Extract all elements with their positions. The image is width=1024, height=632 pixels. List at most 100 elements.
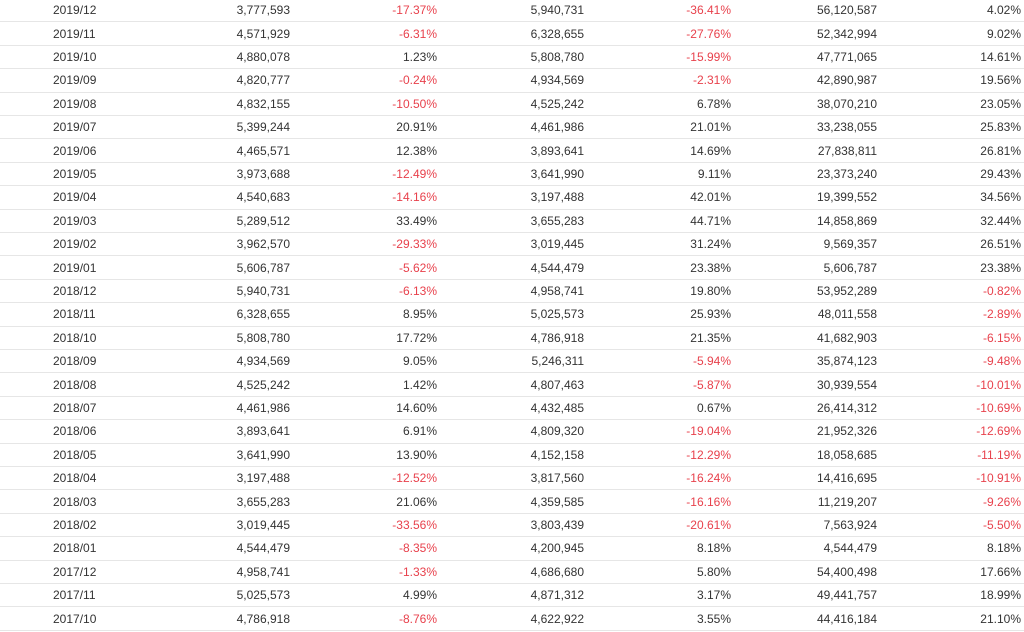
total-cell: 7,563,924 xyxy=(823,517,877,532)
total-cell: 5,606,787 xyxy=(823,260,877,275)
change-cell: 31.24% xyxy=(690,237,731,252)
table-row: 2018/07 4,461,986 14.60% 4,432,485 0.67% 26,4… xyxy=(0,397,1024,421)
total-cell: 9,569,357 xyxy=(823,237,877,252)
value-cell: 3,655,283 xyxy=(530,213,584,228)
table-row: 2019/06 4,465,571 12.38% 3,893,641 14.69% 27,… xyxy=(0,139,1024,163)
table-row: 2019/08 4,832,155 -10.50% 4,525,242 6.78% 38,… xyxy=(0,93,1024,116)
change-cell: -9.48% xyxy=(982,354,1021,369)
total-cell: 52,342,994 xyxy=(816,26,877,41)
value-cell: 4,544,479 xyxy=(236,541,290,556)
month-cell: 2017/11 xyxy=(53,588,96,603)
change-cell: 29.43% xyxy=(980,166,1021,181)
value-cell: 4,786,918 xyxy=(530,330,584,345)
change-cell: 6.78% xyxy=(696,96,731,111)
value-cell: 5,808,780 xyxy=(236,330,290,345)
change-cell: -8.76% xyxy=(398,611,437,626)
change-cell: -12.69% xyxy=(976,424,1021,439)
change-cell: -29.33% xyxy=(392,237,437,252)
value-cell: 4,525,242 xyxy=(236,377,290,392)
value-cell: 4,571,929 xyxy=(236,26,290,41)
change-cell: 3.17% xyxy=(696,588,731,603)
table-row: 2018/10 5,808,780 17.72% 4,786,918 21.35% 41,… xyxy=(0,327,1024,350)
change-cell: -2.31% xyxy=(692,73,731,88)
table-row: 2018/06 3,893,641 6.91% 4,809,320 -19.04% 21,… xyxy=(0,420,1024,444)
value-cell: 3,803,439 xyxy=(530,517,584,532)
change-cell: -6.13% xyxy=(398,283,437,298)
value-cell: 4,807,463 xyxy=(530,377,584,392)
table-row: 2017/11 5,025,573 4.99% 4,871,312 3.17% 49,44… xyxy=(0,584,1024,608)
change-cell: 20.91% xyxy=(396,120,437,135)
table-row: 2018/09 4,934,569 9.05% 5,246,311 -5.94% 35,8… xyxy=(0,350,1024,374)
table-row: 2018/08 4,525,242 1.42% 4,807,463 -5.87% 30,9… xyxy=(0,373,1024,397)
change-cell: 17.72% xyxy=(396,330,437,345)
change-cell: -10.91% xyxy=(976,471,1021,486)
value-cell: 3,197,488 xyxy=(530,190,584,205)
change-cell: -12.49% xyxy=(392,166,437,181)
month-cell: 2019/12 xyxy=(53,3,97,18)
change-cell: 8.18% xyxy=(986,541,1021,556)
change-cell: -0.82% xyxy=(982,283,1021,298)
month-cell: 2018/07 xyxy=(53,400,97,415)
month-cell: 2019/02 xyxy=(53,237,97,252)
month-cell: 2018/01 xyxy=(53,541,97,556)
total-cell: 30,939,554 xyxy=(816,377,877,392)
value-cell: 3,893,641 xyxy=(530,143,584,158)
value-cell: 4,871,312 xyxy=(530,588,584,603)
change-cell: -8.35% xyxy=(398,541,437,556)
change-cell: -12.52% xyxy=(392,471,437,486)
total-cell: 49,441,757 xyxy=(816,588,877,603)
change-cell: -9.26% xyxy=(982,494,1021,509)
change-cell: -0.24% xyxy=(398,73,437,88)
value-cell: 5,940,731 xyxy=(530,3,584,18)
month-cell: 2019/05 xyxy=(53,166,97,181)
value-cell: 4,809,320 xyxy=(530,424,584,439)
month-cell: 2018/08 xyxy=(53,377,97,392)
value-cell: 4,359,585 xyxy=(530,494,584,509)
month-cell: 2019/10 xyxy=(53,49,97,64)
value-cell: 3,777,593 xyxy=(236,3,290,18)
value-cell: 4,525,242 xyxy=(530,96,584,111)
table-row: 2017/12 4,958,741 -1.33% 4,686,680 5.80% 54,4… xyxy=(0,561,1024,584)
value-cell: 5,399,244 xyxy=(236,120,290,135)
total-cell: 18,058,685 xyxy=(816,447,877,462)
value-cell: 3,197,488 xyxy=(236,471,290,486)
change-cell: -19.04% xyxy=(686,424,731,439)
change-cell: -5.94% xyxy=(692,354,731,369)
value-cell: 3,641,990 xyxy=(530,166,584,181)
value-cell: 5,246,311 xyxy=(531,354,585,369)
value-cell: 5,606,787 xyxy=(236,260,290,275)
change-cell: 13.90% xyxy=(396,447,437,462)
total-cell: 35,874,123 xyxy=(816,354,877,369)
month-cell: 2019/04 xyxy=(53,190,97,205)
table-row: 2019/09 4,820,777 -0.24% 4,934,569 -2.31% 42,… xyxy=(0,69,1024,93)
change-cell: 21.10% xyxy=(980,611,1021,626)
change-cell: 19.80% xyxy=(690,283,731,298)
table-row: 2019/11 4,571,929 -6.31% 6,328,655 -27.76% 52… xyxy=(0,22,1024,46)
change-cell: 23.38% xyxy=(980,260,1021,275)
month-cell: 2018/09 xyxy=(53,354,97,369)
total-cell: 23,373,240 xyxy=(816,166,877,181)
total-cell: 54,400,498 xyxy=(816,564,877,579)
value-cell: 3,655,283 xyxy=(236,494,290,509)
change-cell: 14.69% xyxy=(690,143,731,158)
table-row: 2018/03 3,655,283 21.06% 4,359,585 -16.16% 11… xyxy=(0,490,1024,514)
value-cell: 4,540,683 xyxy=(236,190,290,205)
change-cell: 32.44% xyxy=(980,213,1021,228)
change-cell: 14.60% xyxy=(396,400,437,415)
month-cell: 2019/01 xyxy=(53,260,97,275)
table-row: 2018/02 3,019,445 -33.56% 3,803,439 -20.61% 7… xyxy=(0,514,1024,538)
change-cell: -17.37% xyxy=(392,3,437,18)
change-cell: 23.38% xyxy=(690,260,731,275)
change-cell: 34.56% xyxy=(980,190,1021,205)
month-cell: 2017/12 xyxy=(53,564,97,579)
value-cell: 5,025,573 xyxy=(530,307,584,322)
month-cell: 2019/11 xyxy=(53,26,96,41)
table-row: 2019/05 3,973,688 -12.49% 3,641,990 9.11% 23,… xyxy=(0,163,1024,187)
total-cell: 21,952,326 xyxy=(816,424,877,439)
change-cell: -5.62% xyxy=(398,260,437,275)
month-cell: 2018/06 xyxy=(53,424,97,439)
value-cell: 4,432,485 xyxy=(530,400,584,415)
change-cell: -14.16% xyxy=(392,190,437,205)
change-cell: 26.51% xyxy=(980,237,1021,252)
